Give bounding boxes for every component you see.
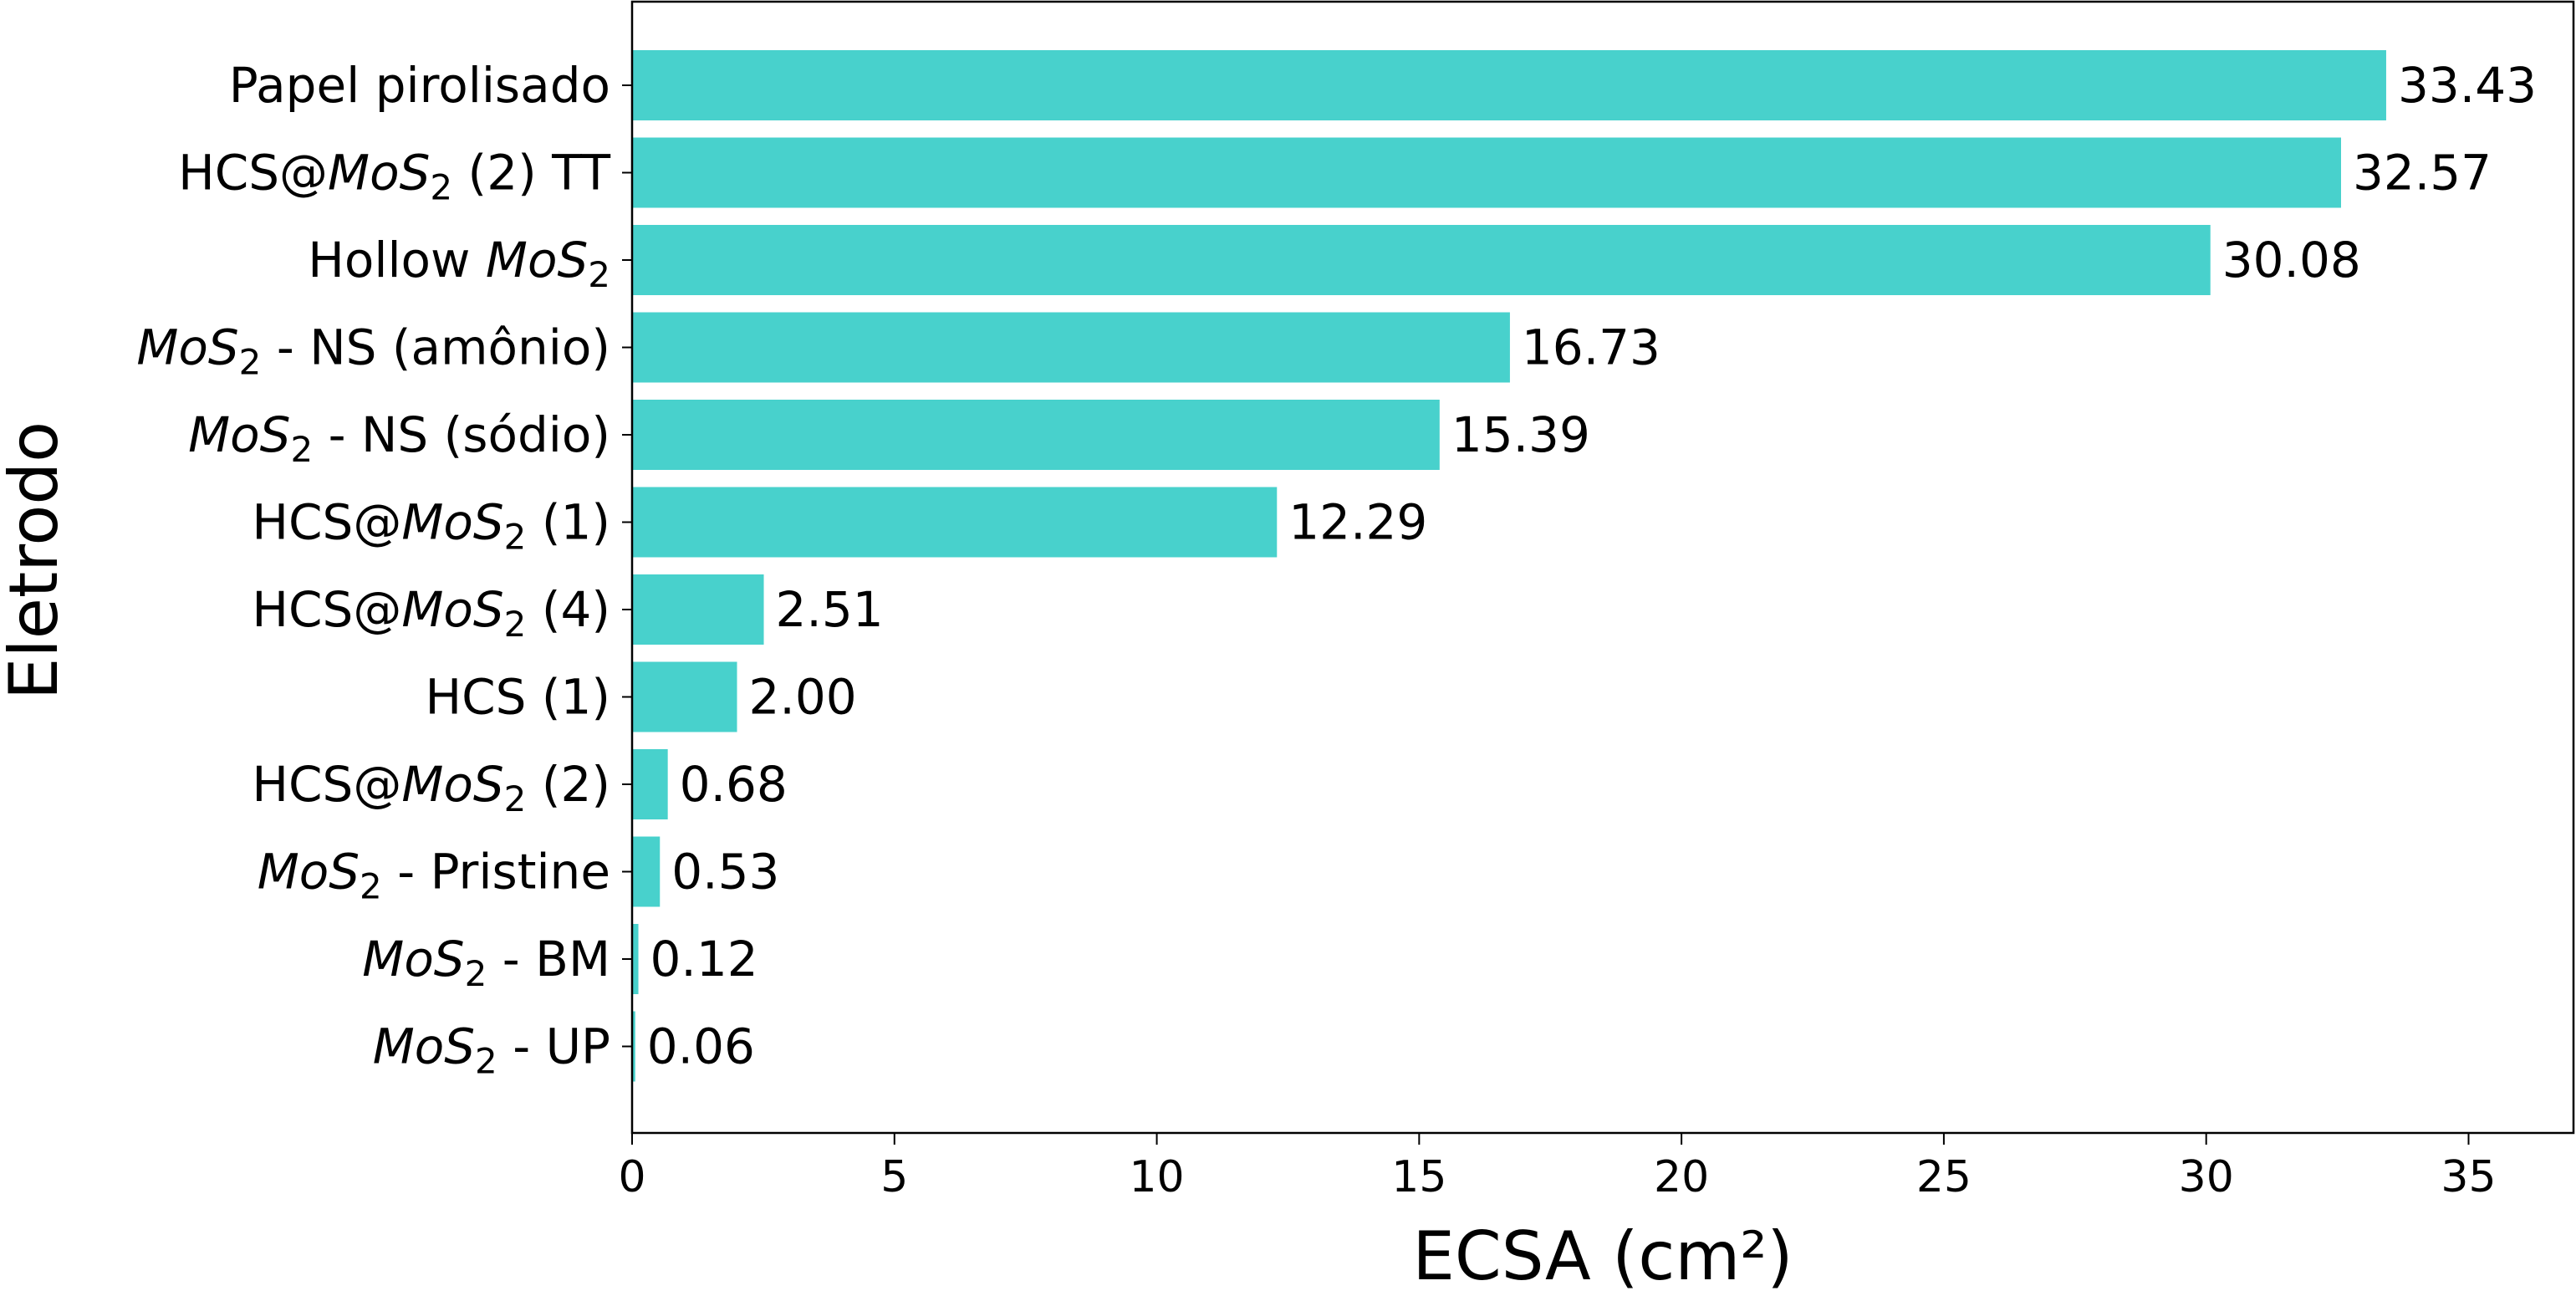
x-tick-label: 10	[1129, 1152, 1184, 1202]
bar	[632, 137, 2341, 208]
bar	[632, 225, 2211, 295]
bar-value-label: 33.43	[2398, 57, 2537, 114]
y-tick-label: HCS@MoS2 (4)	[252, 581, 610, 645]
y-tick-label-sub: 2	[475, 1041, 497, 1082]
y-tick-label-suffix: - NS (sódio)	[313, 406, 610, 463]
y-tick-label-suffix: - BM	[487, 931, 610, 987]
bar-value-label: 0.68	[680, 756, 788, 813]
y-tick-label: HCS@MoS2 (2) TT	[178, 145, 610, 208]
y-tick-label: HCS@MoS2 (1)	[252, 494, 610, 558]
x-tick-label: 25	[1916, 1152, 1972, 1202]
y-tick-label-italic: MoS	[401, 756, 503, 813]
bar-value-label: 30.08	[2222, 232, 2361, 288]
y-tick-label-sub: 2	[588, 254, 610, 295]
y-tick-label: MoS2 - NS (amônio)	[136, 319, 610, 383]
y-tick-label-italic: MoS	[401, 581, 503, 638]
y-tick-label-suffix: HCS (1)	[425, 669, 610, 726]
bar-value-label: 0.06	[647, 1018, 755, 1075]
y-tick-label-italic: MoS	[136, 319, 238, 376]
y-tick-label-italic: MoS	[373, 1018, 475, 1075]
bars-layer	[632, 50, 2386, 1082]
y-tick-label-suffix: (4)	[526, 581, 610, 638]
y-tick-label: MoS2 - NS (sódio)	[188, 406, 610, 470]
x-tick-label: 35	[2441, 1152, 2496, 1202]
x-tick-label: 0	[618, 1152, 645, 1202]
bar-value-label: 16.73	[1522, 319, 1660, 376]
y-tick-label-sub: 2	[360, 866, 382, 907]
y-tick-label-sub: 2	[290, 429, 313, 470]
y-tick-label-prefix: HCS@	[252, 494, 401, 551]
y-tick-label-italic: MoS	[362, 931, 464, 987]
y-tick-label-sub: 2	[504, 517, 527, 558]
bar	[632, 400, 1440, 470]
y-tick-label-italic: MoS	[328, 145, 430, 202]
bar	[632, 50, 2386, 120]
y-tick-label: MoS2 - Pristine	[258, 844, 610, 907]
y-tick-label-suffix: - NS (amônio)	[261, 319, 610, 376]
y-axis-title: Eletrodo	[0, 421, 73, 700]
plot-frame	[630, 0, 2575, 1135]
bar-value-label: 2.00	[749, 669, 857, 726]
bar	[632, 661, 737, 732]
y-tick-label-sub: 2	[504, 778, 527, 819]
y-tick-label-suffix: Papel pirolisado	[229, 57, 610, 114]
y-tick-label-prefix: Hollow	[308, 232, 486, 288]
y-tick-label-italic: MoS	[188, 406, 290, 463]
bar	[632, 924, 639, 994]
y-tick-label: Hollow MoS2	[308, 232, 610, 295]
y-tick-label-suffix: - UP	[497, 1018, 610, 1075]
y-tick-label-italic: MoS	[258, 844, 360, 901]
bar	[632, 836, 661, 907]
y-tick-label: MoS2 - UP	[373, 1018, 610, 1082]
x-tick-label: 20	[1654, 1152, 1709, 1202]
bar	[632, 487, 1278, 558]
bar	[632, 749, 668, 819]
bar-value-label: 0.12	[650, 931, 758, 987]
y-tick-label: HCS (1)	[425, 669, 610, 726]
y-tick-label-sub: 2	[465, 953, 487, 994]
x-tick-label: 5	[880, 1152, 908, 1202]
bar-value-label: 12.29	[1288, 494, 1427, 551]
y-tick-label-sub: 2	[239, 342, 262, 383]
y-tick-label-prefix: HCS@	[252, 581, 401, 638]
y-tick-label-italic: MoS	[401, 494, 503, 551]
y-tick-label-sub: 2	[504, 604, 527, 645]
bar-value-label: 15.39	[1451, 406, 1590, 463]
y-tick-label-prefix: HCS@	[252, 756, 401, 813]
y-tick-label: Papel pirolisado	[229, 57, 610, 114]
bar-value-label: 32.57	[2353, 145, 2492, 202]
x-axis-title: ECSA (cm²)	[1412, 1217, 1793, 1292]
y-tick-label: MoS2 - BM	[362, 931, 610, 994]
y-tick-label-suffix: (2) TT	[452, 145, 610, 202]
y-tick-label: HCS@MoS2 (2)	[252, 756, 610, 819]
y-tick-label-suffix: (1)	[526, 494, 610, 551]
x-tick-label: 15	[1391, 1152, 1446, 1202]
y-tick-label-suffix: - Pristine	[382, 844, 610, 901]
bar-value-label: 0.53	[671, 844, 779, 901]
bar	[632, 1011, 635, 1082]
axes-layer	[622, 0, 2575, 1145]
x-tick-label: 30	[2179, 1152, 2234, 1202]
y-tick-label-sub: 2	[430, 167, 452, 208]
y-tick-label-suffix: (2)	[526, 756, 610, 813]
y-tick-label-italic: MoS	[486, 232, 588, 288]
bar	[632, 574, 764, 645]
bar	[632, 312, 1510, 383]
bar-value-label: 2.51	[776, 581, 884, 638]
y-tick-label-prefix: HCS@	[178, 145, 328, 202]
